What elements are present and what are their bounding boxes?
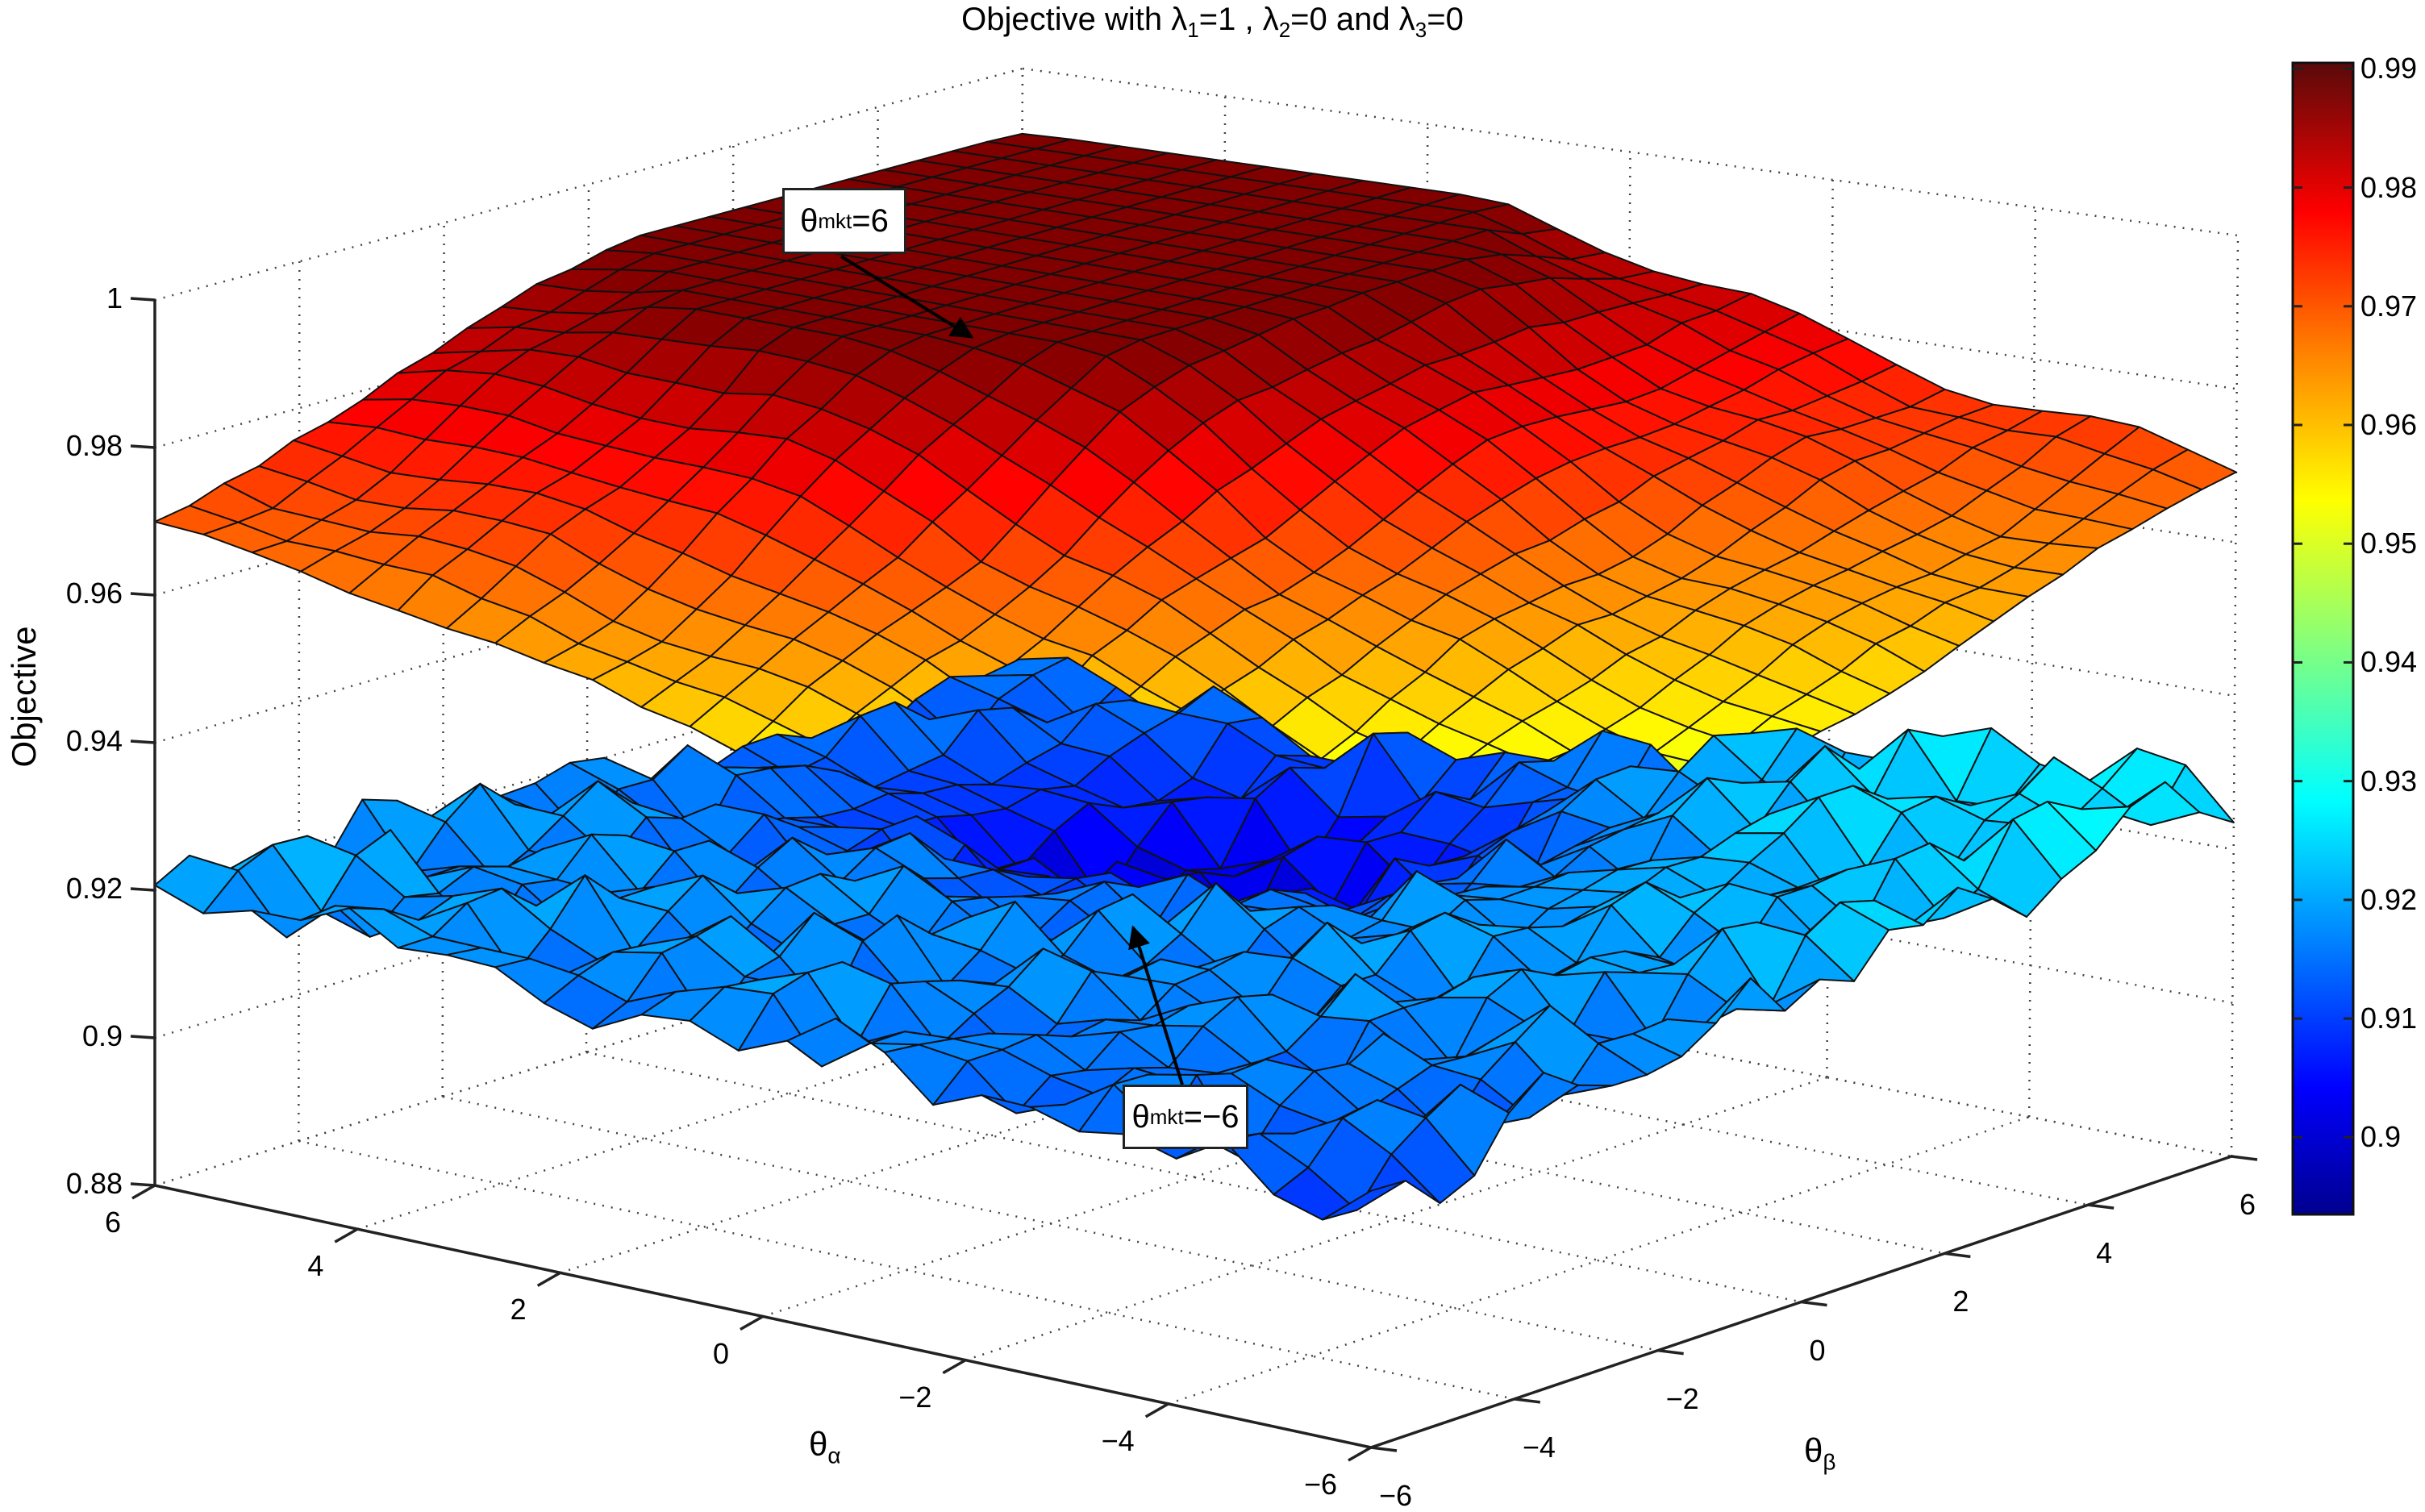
colorbar-tick-label: 0.94 xyxy=(2360,645,2418,679)
alpha-tick-label: −6 xyxy=(1303,1468,1337,1501)
beta-tick-label: −4 xyxy=(1522,1430,1556,1464)
annotation-theta-mkt-neg6: θ mkt =−6 xyxy=(1123,1085,1248,1149)
annotation-theta-mkt-6: θ mkt =6 xyxy=(782,188,906,254)
beta-tick-label: 2 xyxy=(1952,1285,1969,1318)
z-tick-label: 0.9 xyxy=(81,1019,123,1052)
beta-tick-label: 6 xyxy=(2240,1188,2256,1221)
beta-tick-label: −2 xyxy=(1665,1381,1699,1415)
alpha-axis-label: θα xyxy=(809,1425,841,1468)
alpha-tick-label: −4 xyxy=(1101,1423,1135,1457)
z-tick-label: 0.96 xyxy=(65,577,123,610)
colorbar-tick-label: 0.9 xyxy=(2360,1120,2402,1154)
beta-axis-label: θβ xyxy=(1804,1431,1836,1475)
colorbar-tick-label: 0.95 xyxy=(2360,527,2418,560)
annotation-arrows xyxy=(840,255,1184,1085)
colorbar-tick-label: 0.96 xyxy=(2360,408,2418,441)
z-tick-label: 0.94 xyxy=(65,724,123,757)
z-axis-label: Objective xyxy=(5,626,43,768)
z-tick-label: 1 xyxy=(106,281,123,314)
axes-lines xyxy=(130,297,2258,1462)
colorbar-tick-label: 0.92 xyxy=(2360,882,2418,916)
colorbar-tick-label: 0.99 xyxy=(2360,52,2418,85)
surface-theta-mkt-neg6 xyxy=(154,656,2235,1221)
alpha-tick-label: 0 xyxy=(712,1336,729,1370)
colorbar-tick-label: 0.98 xyxy=(2360,170,2418,204)
beta-tick-label: 0 xyxy=(1809,1333,1826,1367)
z-tick-label: 0.98 xyxy=(65,429,123,462)
colorbar-tick-label: 0.93 xyxy=(2360,764,2418,798)
colorbar-tick-label: 0.91 xyxy=(2360,1002,2418,1035)
colorbar-tick-label: 0.97 xyxy=(2360,289,2418,323)
alpha-tick-label: 2 xyxy=(510,1293,527,1327)
alpha-tick-label: 4 xyxy=(307,1249,324,1283)
surfaces xyxy=(154,132,2237,1221)
z-tick-label: 0.88 xyxy=(65,1167,123,1200)
alpha-tick-label: −2 xyxy=(898,1380,932,1414)
z-tick-label: 0.92 xyxy=(65,872,123,905)
beta-tick-label: 4 xyxy=(2096,1236,2113,1270)
colorbar-ticks xyxy=(2293,67,2353,1139)
beta-tick-label: −6 xyxy=(1379,1479,1413,1512)
alpha-tick-label: 6 xyxy=(104,1206,121,1239)
chart-title: Objective with λ1=1 , λ2=0 and λ3=0 xyxy=(961,2,1464,42)
colorbar xyxy=(2291,61,2355,1216)
